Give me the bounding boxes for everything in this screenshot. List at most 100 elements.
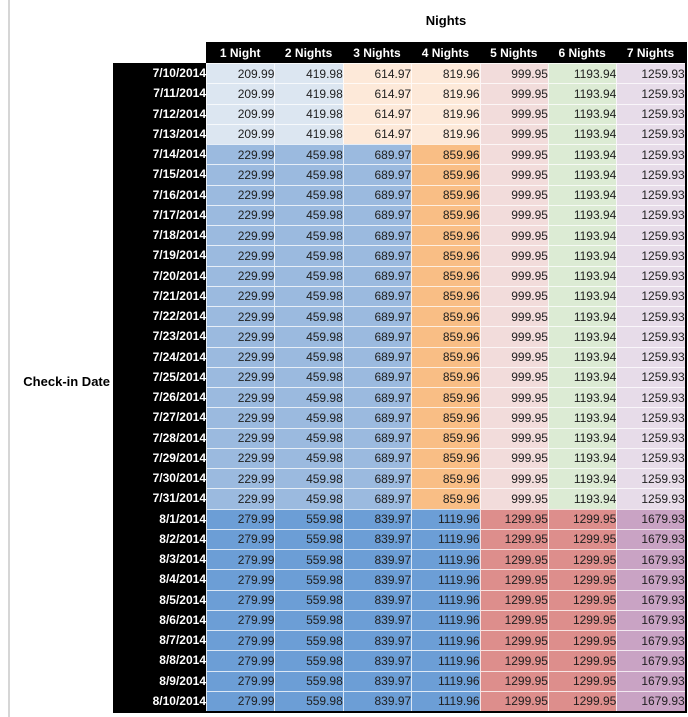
price-cell: 1119.96 (411, 569, 480, 590)
table-row: 7/20/2014 229.99 459.98 689.97 859.96 999.95 1… (113, 265, 685, 286)
price-cell: 839.97 (342, 549, 412, 570)
price-cell: 229.99 (206, 265, 275, 286)
checkin-date-cell: 7/28/2014 (113, 427, 206, 448)
price-cell: 1193.94 (547, 225, 617, 246)
price-cell: 1119.96 (411, 630, 480, 651)
column-header: 5 Nights (479, 42, 548, 63)
price-cell: 859.96 (411, 285, 480, 306)
checkin-date-cell: 7/19/2014 (113, 245, 206, 266)
price-cell: 1259.93 (616, 123, 685, 144)
price-cell: 1193.94 (547, 63, 617, 84)
price-cell: 229.99 (206, 427, 275, 448)
price-cell: 859.96 (411, 245, 480, 266)
price-cell: 1259.93 (616, 407, 685, 428)
price-cell: 859.96 (411, 427, 480, 448)
price-cell: 459.98 (274, 387, 343, 408)
price-cell: 999.95 (479, 346, 548, 367)
price-cell: 279.99 (206, 630, 275, 651)
price-cell: 559.98 (274, 690, 343, 711)
checkin-date-cell: 7/26/2014 (113, 387, 206, 408)
table-row: 7/25/2014 229.99 459.98 689.97 859.96 999.95 1… (113, 366, 685, 387)
price-cell: 229.99 (206, 387, 275, 408)
table-row: 7/31/2014 229.99 459.98 689.97 859.96 999.95 1… (113, 488, 685, 509)
table-row: 8/9/2014 279.99 559.98 839.97 1119.96 1299.95… (113, 670, 685, 691)
price-cell: 279.99 (206, 569, 275, 590)
checkin-date-cell: 7/20/2014 (113, 265, 206, 286)
price-cell: 1119.96 (411, 508, 480, 529)
price-table-body: 7/10/2014 209.99 419.98 614.97 819.96 999.95 1… (113, 63, 685, 711)
checkin-date-cell: 7/12/2014 (113, 103, 206, 124)
price-cell: 229.99 (206, 306, 275, 327)
price-cell: 1193.94 (547, 407, 617, 428)
table-row: 8/3/2014 279.99 559.98 839.97 1119.96 1299.95… (113, 549, 685, 570)
checkin-date-cell: 8/1/2014 (113, 508, 206, 529)
checkin-date-cell: 7/24/2014 (113, 346, 206, 367)
checkin-date-cell: 7/31/2014 (113, 488, 206, 509)
checkin-date-cell: 7/25/2014 (113, 366, 206, 387)
price-cell: 689.97 (342, 488, 412, 509)
price-cell: 1259.93 (616, 285, 685, 306)
price-cell: 1193.94 (547, 285, 617, 306)
table-row: 7/18/2014 229.99 459.98 689.97 859.96 999.95 1… (113, 225, 685, 246)
price-cell: 1193.94 (547, 366, 617, 387)
price-cell: 1299.95 (479, 650, 548, 671)
price-cell: 459.98 (274, 407, 343, 428)
price-cell: 839.97 (342, 670, 412, 691)
price-cell: 859.96 (411, 326, 480, 347)
price-cell: 859.96 (411, 488, 480, 509)
price-cell: 859.96 (411, 366, 480, 387)
price-cell: 839.97 (342, 569, 412, 590)
price-cell: 1299.95 (547, 670, 617, 691)
checkin-date-cell: 7/15/2014 (113, 164, 206, 185)
checkin-date-cell: 7/14/2014 (113, 144, 206, 165)
price-cell: 559.98 (274, 569, 343, 590)
price-cell: 459.98 (274, 447, 343, 468)
table-row: 7/23/2014 229.99 459.98 689.97 859.96 999.95 1… (113, 326, 685, 347)
price-cell: 1679.93 (616, 670, 685, 691)
table-row: 7/21/2014 229.99 459.98 689.97 859.96 999.95 1… (113, 285, 685, 306)
price-cell: 459.98 (274, 326, 343, 347)
price-cell: 859.96 (411, 407, 480, 428)
price-cell: 1259.93 (616, 63, 685, 84)
price-cell: 1299.95 (547, 528, 617, 549)
table-row: 7/17/2014 229.99 459.98 689.97 859.96 999.95 1… (113, 204, 685, 225)
table-row: 7/26/2014 229.99 459.98 689.97 859.96 999.95 1… (113, 387, 685, 408)
table-row: 7/13/2014 209.99 419.98 614.97 819.96 999.95 1… (113, 123, 685, 144)
price-cell: 279.99 (206, 650, 275, 671)
price-cell: 1193.94 (547, 306, 617, 327)
checkin-date-cell: 7/13/2014 (113, 123, 206, 144)
price-cell: 859.96 (411, 204, 480, 225)
price-cell: 999.95 (479, 366, 548, 387)
price-cell: 1259.93 (616, 245, 685, 266)
price-cell: 1679.93 (616, 589, 685, 610)
price-cell: 819.96 (411, 103, 480, 124)
price-cell: 459.98 (274, 366, 343, 387)
price-cell: 614.97 (342, 123, 412, 144)
price-cell: 1259.93 (616, 427, 685, 448)
price-cell: 859.96 (411, 164, 480, 185)
price-cell: 1193.94 (547, 447, 617, 468)
checkin-date-cell: 7/23/2014 (113, 326, 206, 347)
price-cell: 1119.96 (411, 549, 480, 570)
price-cell: 559.98 (274, 630, 343, 651)
price-cell: 1193.94 (547, 83, 617, 104)
price-cell: 819.96 (411, 123, 480, 144)
price-cell: 1193.94 (547, 204, 617, 225)
price-cell: 999.95 (479, 468, 548, 489)
checkin-date-cell: 8/8/2014 (113, 650, 206, 671)
price-cell: 229.99 (206, 144, 275, 165)
price-cell: 819.96 (411, 63, 480, 84)
price-cell: 459.98 (274, 144, 343, 165)
price-cell: 614.97 (342, 63, 412, 84)
price-cell: 209.99 (206, 63, 275, 84)
price-cell: 689.97 (342, 164, 412, 185)
table-row: 7/15/2014 229.99 459.98 689.97 859.96 999.95 1… (113, 164, 685, 185)
price-cell: 1193.94 (547, 265, 617, 286)
price-cell: 1299.95 (479, 589, 548, 610)
price-cell: 559.98 (274, 589, 343, 610)
column-header: 2 Nights (274, 42, 343, 63)
price-cell: 229.99 (206, 346, 275, 367)
price-cell: 689.97 (342, 144, 412, 165)
price-cell: 459.98 (274, 164, 343, 185)
price-cell: 279.99 (206, 589, 275, 610)
